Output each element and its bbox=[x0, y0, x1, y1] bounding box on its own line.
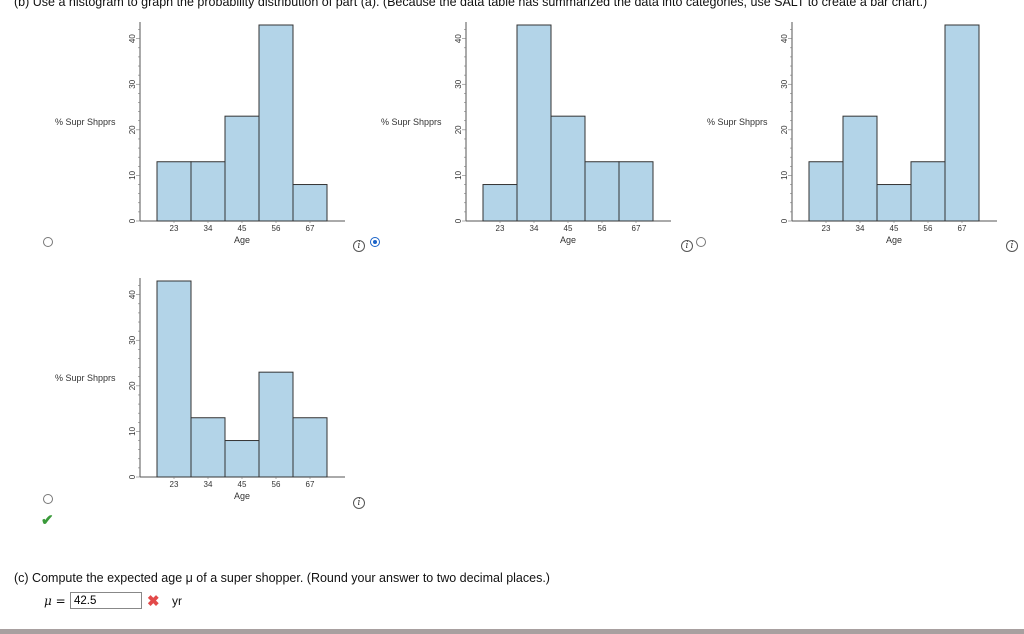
x-tick-label: 56 bbox=[272, 480, 281, 489]
histogram-bar bbox=[190, 161, 226, 222]
histogram-bar bbox=[292, 417, 328, 478]
option-4-info-icon[interactable]: i bbox=[353, 497, 365, 509]
x-tick-label: 34 bbox=[204, 480, 213, 489]
histogram-bar bbox=[258, 24, 294, 222]
unit-label: yr bbox=[172, 594, 182, 608]
x-tick-label: 67 bbox=[958, 224, 967, 233]
option-3-info-icon[interactable]: i bbox=[1006, 240, 1018, 252]
y-tick-label: 20 bbox=[454, 125, 463, 134]
histogram-bar bbox=[292, 184, 328, 222]
y-axis-label: % Supr Shpprs bbox=[707, 117, 768, 127]
x-axis-label: Age bbox=[886, 235, 902, 245]
histogram-bar bbox=[842, 115, 878, 222]
x-tick-label: 45 bbox=[238, 224, 247, 233]
option-1-radio[interactable] bbox=[43, 237, 53, 247]
part-c-prompt: (c) Compute the expected age μ of a supe… bbox=[14, 571, 550, 585]
histogram-option-4: % Supr Shpprs 0 10 20 30 40 23 34 45 56 67 Age bbox=[55, 278, 345, 501]
x-axis-label: Age bbox=[560, 235, 576, 245]
x-tick-label: 45 bbox=[890, 224, 899, 233]
check-icon: ✔ bbox=[41, 512, 54, 529]
x-tick-label: 56 bbox=[272, 224, 281, 233]
histogram-bar bbox=[258, 371, 294, 478]
expected-age-input[interactable] bbox=[70, 592, 142, 609]
y-tick-label: 30 bbox=[128, 79, 137, 88]
y-axis-label: % Supr Shpprs bbox=[55, 117, 116, 127]
x-tick-label: 23 bbox=[822, 224, 831, 233]
histogram-bar bbox=[944, 24, 980, 222]
x-tick-label: 67 bbox=[306, 480, 315, 489]
y-tick-label: 20 bbox=[128, 381, 137, 390]
bottom-divider bbox=[0, 629, 1024, 634]
y-axis-label: % Supr Shpprs bbox=[55, 373, 116, 383]
x-tick-label: 45 bbox=[238, 480, 247, 489]
histogram-bar bbox=[876, 184, 912, 222]
x-axis-label: Age bbox=[234, 491, 250, 501]
option-4-radio[interactable] bbox=[43, 494, 53, 504]
x-tick-label: 34 bbox=[856, 224, 865, 233]
histogram-bar bbox=[224, 440, 260, 478]
x-tick-label: 23 bbox=[496, 224, 505, 233]
y-tick-label: 30 bbox=[780, 79, 789, 88]
histogram-bar bbox=[550, 115, 586, 222]
x-axis-label: Age bbox=[234, 235, 250, 245]
y-tick-label: 40 bbox=[128, 34, 137, 43]
option-2-radio[interactable] bbox=[370, 237, 380, 247]
histogram-bar bbox=[482, 184, 518, 222]
x-tick-label: 45 bbox=[564, 224, 573, 233]
x-tick-label: 34 bbox=[530, 224, 539, 233]
histogram-bar bbox=[224, 115, 260, 222]
x-tick-label: 23 bbox=[170, 480, 179, 489]
histogram-option-1: % Supr Shpprs 0 10 20 30 40 23 34 45 56 67 Age bbox=[55, 22, 345, 245]
histogram-option-3: % Supr Shpprs 0 10 20 30 40 23 34 45 56 67 Age bbox=[707, 22, 997, 245]
x-tick-label: 67 bbox=[306, 224, 315, 233]
x-tick-label: 23 bbox=[170, 224, 179, 233]
y-tick-label: 40 bbox=[128, 290, 137, 299]
option-2-info-icon[interactable]: i bbox=[681, 240, 693, 252]
y-tick-label: 10 bbox=[454, 170, 463, 179]
histogram-bar bbox=[190, 417, 226, 478]
x-tick-label: 34 bbox=[204, 224, 213, 233]
y-tick-label: 0 bbox=[780, 218, 789, 223]
y-tick-label: 30 bbox=[128, 335, 137, 344]
histogram-bar bbox=[584, 161, 620, 222]
histogram-bar bbox=[156, 280, 192, 478]
histogram-bar bbox=[516, 24, 552, 222]
y-tick-label: 20 bbox=[128, 125, 137, 134]
x-tick-label: 56 bbox=[598, 224, 607, 233]
y-tick-label: 40 bbox=[454, 34, 463, 43]
y-axis-label: % Supr Shpprs bbox=[381, 117, 442, 127]
y-tick-label: 10 bbox=[780, 170, 789, 179]
x-tick-label: 56 bbox=[924, 224, 933, 233]
y-tick-label: 0 bbox=[128, 218, 137, 223]
histogram-bar bbox=[618, 161, 654, 222]
y-tick-label: 20 bbox=[780, 125, 789, 134]
histogram-bar bbox=[910, 161, 946, 222]
x-icon: ✖ bbox=[147, 593, 160, 610]
y-tick-label: 0 bbox=[128, 474, 137, 479]
histogram-bar bbox=[156, 161, 192, 222]
part-b-prompt: (b) Use a histogram to graph the probabi… bbox=[14, 0, 928, 9]
histogram-bar bbox=[808, 161, 844, 222]
y-tick-label: 10 bbox=[128, 170, 137, 179]
x-tick-label: 67 bbox=[632, 224, 641, 233]
y-tick-label: 0 bbox=[454, 218, 463, 223]
option-1-info-icon[interactable]: i bbox=[353, 240, 365, 252]
y-tick-label: 10 bbox=[128, 426, 137, 435]
histogram-option-2: % Supr Shpprs 0 10 20 30 40 23 34 45 56 67 Age bbox=[381, 22, 671, 245]
mu-label: μ = bbox=[44, 594, 66, 608]
y-tick-label: 40 bbox=[780, 34, 789, 43]
y-tick-label: 30 bbox=[454, 79, 463, 88]
option-3-radio[interactable] bbox=[696, 237, 706, 247]
